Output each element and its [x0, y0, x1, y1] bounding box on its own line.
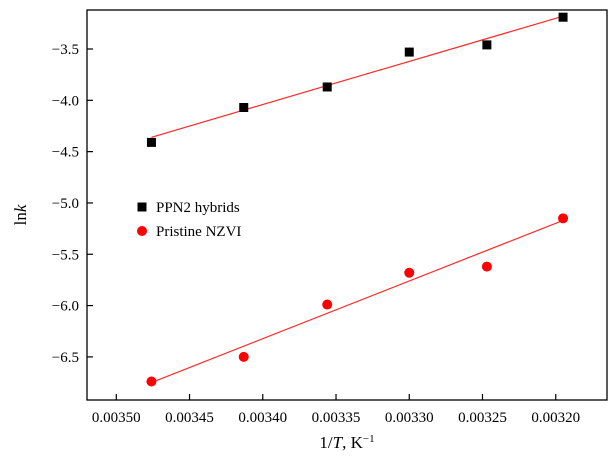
fit-line	[151, 219, 564, 384]
x-tick-label: 0.00330	[385, 410, 434, 426]
data-point-square	[146, 137, 156, 147]
y-tick-label: −4.0	[52, 93, 79, 109]
data-point-circle	[481, 261, 492, 272]
y-tick-label: −5.5	[52, 247, 79, 263]
data-points	[146, 12, 569, 387]
data-point-square	[322, 82, 332, 92]
x-tick-label: 0.00350	[92, 410, 141, 426]
x-axis-title-inv: 1/	[319, 433, 333, 452]
legend-label: Pristine NZVI	[156, 224, 241, 240]
data-point-circle	[322, 299, 333, 310]
x-axis-title: 1/T, K−1	[319, 433, 374, 452]
x-tick-label: 0.00335	[312, 410, 361, 426]
data-point-circle	[238, 351, 249, 362]
x-tick-label: 0.00320	[531, 410, 580, 426]
x-axis-title-exp: −1	[363, 433, 375, 445]
y-tick-label: −5.0	[52, 196, 79, 212]
y-axis-title: lnk	[11, 204, 30, 225]
x-axis-title-t: T	[333, 433, 344, 452]
x-axis: 0.00350 0.00345 0.00340 0.00335 0.00330 0.003…	[92, 394, 580, 426]
legend-marker-square	[137, 202, 147, 212]
data-point-square	[404, 47, 414, 57]
x-axis-title-unit: , K	[342, 433, 364, 452]
legend: PPN2 hybrids Pristine NZVI	[137, 200, 241, 240]
y-axis-title-k: k	[11, 204, 30, 212]
y-axis: −3.5 −4.0 −4.5 −5.0 −5.5 −6.0 −6.5	[52, 42, 93, 366]
x-tick-label: 0.00340	[238, 410, 287, 426]
data-point-square	[239, 103, 249, 112]
fit-line	[151, 15, 564, 138]
data-point-circle	[146, 376, 157, 387]
y-tick-label: −3.5	[52, 42, 79, 58]
x-tick-label: 0.00325	[458, 410, 507, 426]
legend-marker-circle	[137, 226, 147, 236]
data-point-square	[482, 40, 492, 50]
y-axis-title-ln: ln	[11, 212, 30, 226]
y-tick-label: −6.0	[52, 299, 79, 315]
data-point-circle	[404, 267, 415, 278]
legend-label: PPN2 hybrids	[156, 200, 240, 216]
plot-area	[86, 9, 608, 401]
x-tick-label: 0.00345	[165, 410, 214, 426]
y-tick-label: −6.5	[52, 350, 79, 366]
data-point-square	[558, 12, 568, 22]
data-point-circle	[558, 213, 569, 224]
y-tick-label: −4.5	[52, 145, 79, 161]
fit-lines	[151, 15, 564, 384]
